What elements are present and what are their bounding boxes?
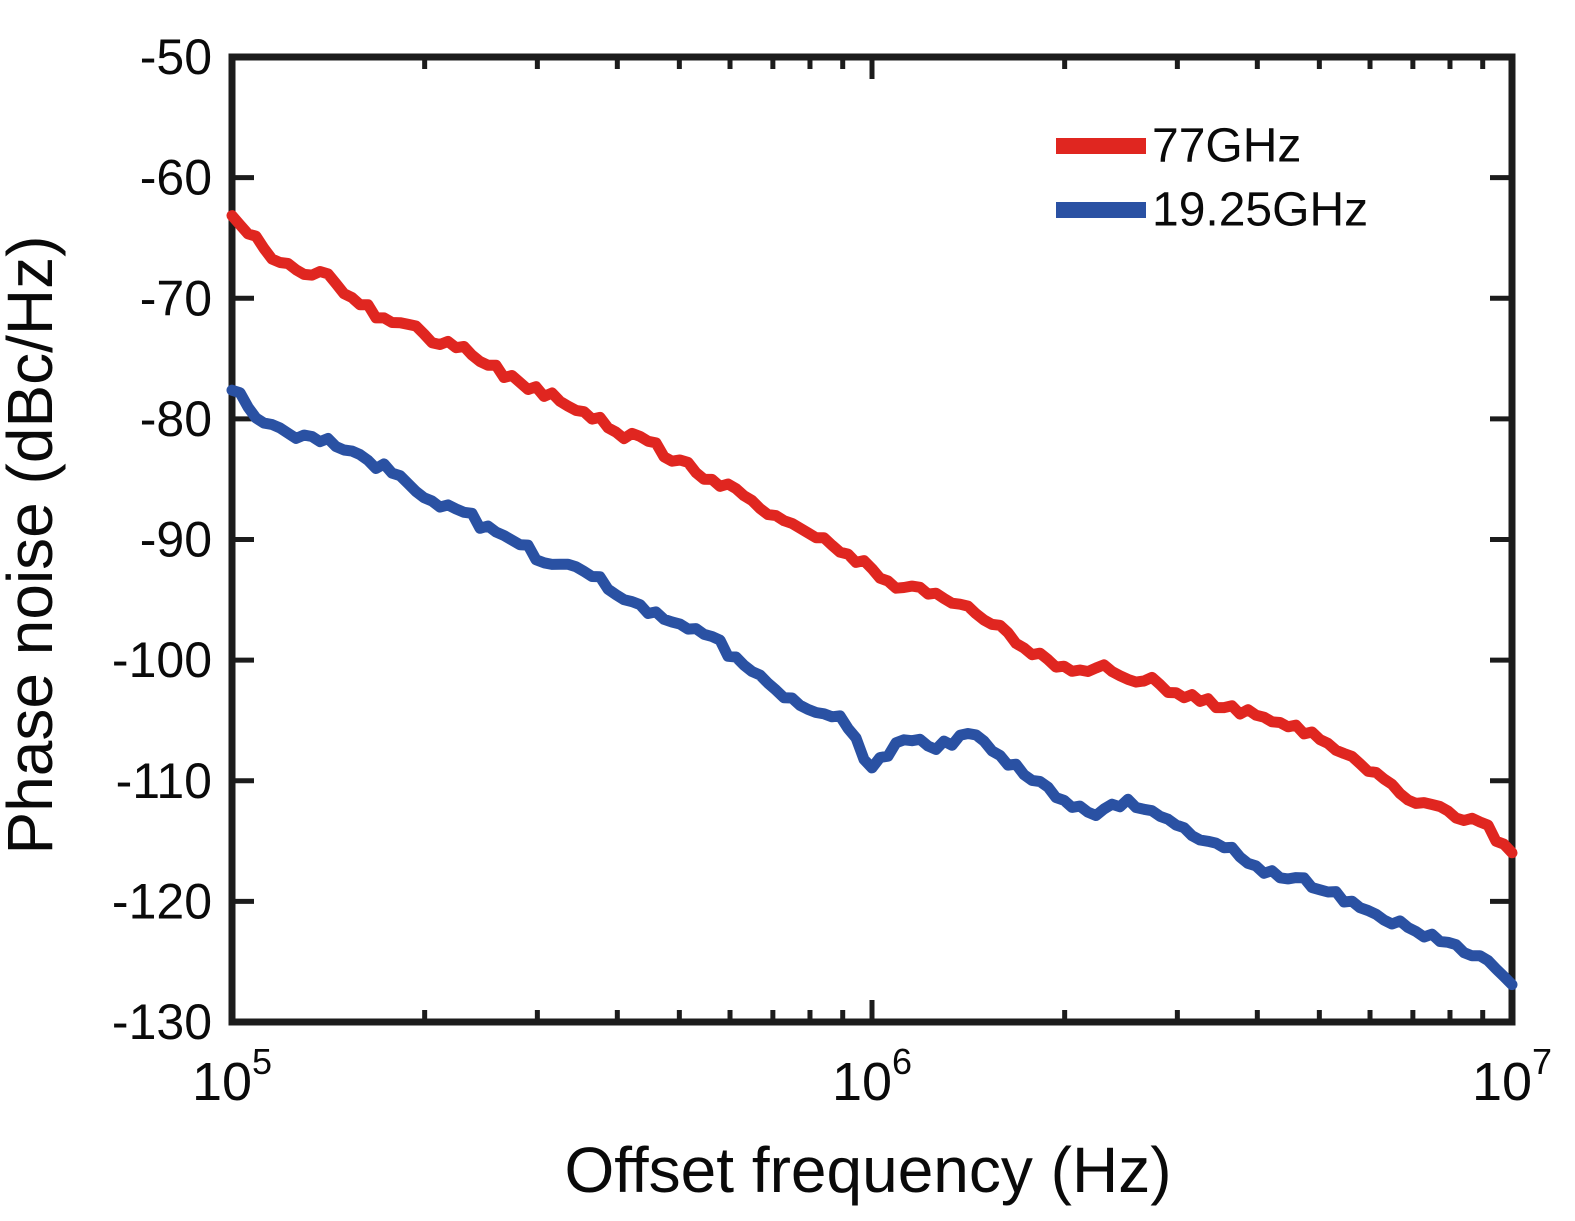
y-tick-label: -70	[140, 270, 212, 326]
x-tick-label: 105	[192, 1041, 272, 1112]
legend: 77GHz 19.25GHz	[1056, 120, 1368, 237]
y-tick-label: -60	[140, 150, 212, 206]
y-tick-label: -90	[140, 512, 212, 568]
y-axis-label: Phase noise (dBc/Hz)	[0, 236, 66, 855]
series-line-19-25ghz	[226, 384, 1518, 991]
series-lines	[226, 210, 1518, 991]
series-line-77ghz	[226, 210, 1518, 859]
y-tick-label: -50	[140, 29, 212, 85]
legend-label-19-25ghz: 19.25GHz	[1152, 184, 1368, 237]
x-tick-label: 106	[832, 1041, 912, 1112]
x-tick-label: 107	[1472, 1041, 1552, 1112]
axis-ticks	[229, 54, 1515, 1025]
y-tick-label: -120	[112, 873, 212, 929]
y-tick-label: -100	[112, 632, 212, 688]
y-tick-label: -110	[116, 753, 212, 809]
y-tick-label: -80	[140, 391, 212, 447]
legend-label-77ghz: 77GHz	[1152, 120, 1301, 173]
x-axis-label: Offset frequency (Hz)	[564, 1134, 1171, 1206]
y-tick-label: -130	[112, 994, 212, 1050]
